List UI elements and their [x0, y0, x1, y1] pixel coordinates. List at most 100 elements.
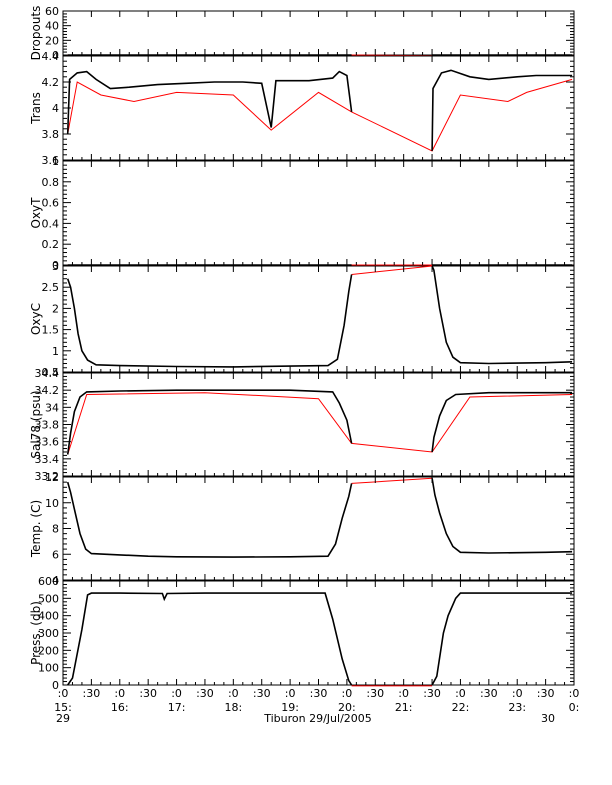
x-tick-label-minute: :0	[398, 687, 409, 700]
y-tick-label: 2	[52, 302, 59, 315]
x-axis: :015::30:016::30:017::30:018::30:019::30…	[54, 11, 579, 714]
y-tick-label: 4	[52, 102, 59, 115]
x-tick-label-minute: :0	[569, 687, 580, 700]
y-tick-label: 0	[52, 679, 59, 692]
series-red-line	[351, 265, 433, 275]
y-tick-label: 33.6	[35, 436, 60, 449]
x-tick-label-minute: :30	[423, 687, 441, 700]
y-axis-label: Trans	[29, 92, 43, 125]
chart-panels: 0204060Dropouts3.63.844.24.4Trans00.20.4…	[29, 5, 575, 692]
y-tick-label: 3	[52, 260, 59, 273]
y-axis-label: Sal78 (psu)	[29, 390, 43, 458]
y-tick-label: 20	[45, 34, 59, 47]
y-tick-label: 34.4	[35, 367, 60, 380]
y-tick-label: 1	[52, 345, 59, 358]
x-tick-label-minute: :0	[171, 687, 182, 700]
x-tick-label-hour: 0:	[569, 701, 580, 714]
series-black-line	[66, 481, 353, 558]
y-tick-label: 3.8	[42, 128, 60, 141]
x-tick-label-minute: :30	[366, 687, 384, 700]
x-tick-label-minute: :30	[253, 687, 271, 700]
series-black-line	[431, 265, 573, 365]
y-axis-label: OxyC	[29, 303, 43, 335]
y-tick-label: 1	[52, 155, 59, 168]
y-tick-label: 0.5	[42, 366, 60, 379]
panel-frame	[62, 580, 575, 686]
y-tick-label: 34.2	[35, 384, 60, 397]
y-axis-label: OxyT	[29, 197, 43, 229]
y-tick-label: 8	[52, 523, 59, 536]
x-tick-label-minute: :0	[285, 687, 296, 700]
panel-2: 3.6 3.8 4 4.2 4.4 Trans	[29, 50, 575, 167]
y-tick-label: 0	[52, 49, 59, 62]
y-tick-label: 0.8	[42, 176, 60, 189]
panel-5: 33.2 33.4 33.6 33.8 34 34.2 34.4 Sal78 (psu)	[29, 367, 575, 483]
x-tick-label-minute: :0	[58, 687, 69, 700]
x-tick-label-hour: 23:	[508, 701, 526, 714]
x-axis-label: Tiburon 29/Jul/2005	[263, 712, 372, 725]
y-tick-label: 6	[52, 548, 59, 561]
y-tick-label: 33.8	[35, 419, 60, 432]
y-axis-label: Temp. (C)	[29, 500, 43, 558]
panel-frame	[62, 55, 575, 161]
x-tick-label-hour: 16:	[111, 701, 129, 714]
series-black-line	[431, 592, 573, 686]
x-tick-label-minute: :30	[310, 687, 328, 700]
y-tick-label: 3.6	[42, 154, 60, 167]
x-tick-label-hour: 17:	[168, 701, 186, 714]
x-tick-label-hour: 15:	[54, 701, 72, 714]
x-tick-label-hour: 20:	[338, 701, 356, 714]
y-tick-label: 60	[45, 5, 59, 18]
x-tick-label-minute: :0	[114, 687, 125, 700]
panel-4: 0.5 1 1.5 2 2.5 3 OxyC	[29, 260, 575, 379]
y-tick-label: 200	[38, 644, 59, 657]
panel-3: 0 0.2 0.4 0.6 0.8 1 OxyT	[29, 155, 575, 272]
x-tick-label-minute: :30	[196, 687, 214, 700]
series-black-line	[66, 389, 353, 455]
y-tick-label: 10	[45, 497, 59, 510]
x-tick-label-minute: :0	[512, 687, 523, 700]
panel-frame	[62, 160, 575, 266]
y-axis-label: Dropouts	[29, 6, 43, 61]
series-red-line	[67, 78, 573, 152]
x-tick-label-minute: :30	[83, 687, 101, 700]
series-black-line	[431, 69, 573, 151]
y-tick-label: 2.5	[42, 281, 60, 294]
y-tick-label: 400	[38, 610, 59, 623]
y-tick-label: 4.4	[42, 50, 60, 63]
panel-frame	[62, 372, 575, 477]
y-tick-label: 34	[45, 401, 59, 414]
day-label-right: 30	[541, 712, 555, 725]
y-tick-label: 0.2	[42, 238, 60, 251]
series-black-line	[431, 391, 573, 453]
y-tick-label: 0.6	[42, 197, 60, 210]
y-tick-label: 600	[38, 575, 59, 588]
y-tick-label: 33.2	[35, 470, 60, 483]
y-tick-label: 0.4	[42, 217, 60, 230]
x-tick-label-minute: :30	[139, 687, 157, 700]
y-tick-label: 100	[38, 662, 59, 675]
y-tick-label: 40	[45, 20, 59, 33]
y-tick-label: 0	[52, 259, 59, 272]
y-tick-label: 300	[38, 627, 59, 640]
y-tick-label: 12	[45, 471, 59, 484]
panel-frame	[62, 265, 575, 373]
x-tick-label-hour: 21:	[395, 701, 413, 714]
panel-frame	[62, 10, 575, 56]
x-tick-label-hour: 18:	[224, 701, 242, 714]
panel-frame	[62, 476, 575, 581]
x-tick-label-minute: :0	[342, 687, 353, 700]
series-black-line	[66, 70, 353, 135]
x-tick-label-minute: :30	[537, 687, 555, 700]
panel-7: 0 100 200 300 400 500 600 Press. (db)	[29, 575, 575, 692]
day-label-left: 29	[56, 712, 70, 725]
x-tick-label-hour: 22:	[452, 701, 470, 714]
x-tick-label-minute: :30	[480, 687, 498, 700]
y-tick-label: 500	[38, 592, 59, 605]
series-black-line	[67, 592, 353, 686]
y-axis-label: Press. (db)	[29, 601, 43, 665]
x-tick-label-minute: :0	[455, 687, 466, 700]
x-tick-label-hour: 19:	[281, 701, 299, 714]
